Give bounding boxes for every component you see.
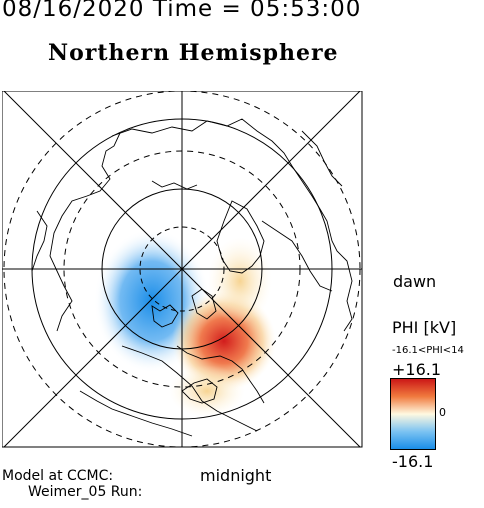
positive-potential-tail [208,237,272,325]
colorbar [390,378,436,450]
colorbar-title: PHI [kV] [392,318,457,337]
run-label: Weimer_05 Run: [28,484,143,500]
colorbar-min-label: -16.1 [392,452,434,471]
hemisphere-title: Northern Hemisphere [48,40,339,66]
colorbar-max-label: +16.1 [392,360,442,379]
midnight-label: midnight [200,466,272,485]
meridian-lines [2,91,362,447]
positive-potential-lower [169,365,245,417]
datetime-title: 08/16/2020 Time = 05:53:00 [2,0,362,22]
model-label: Model at CCMC: [2,468,114,484]
dawn-label: dawn [393,272,437,291]
colorbar-zero-label: 0 [439,406,446,419]
polar-map [1,90,363,448]
colorbar-range: -16.1<PHI<14 [392,345,464,356]
polar-map-svg [1,90,363,448]
